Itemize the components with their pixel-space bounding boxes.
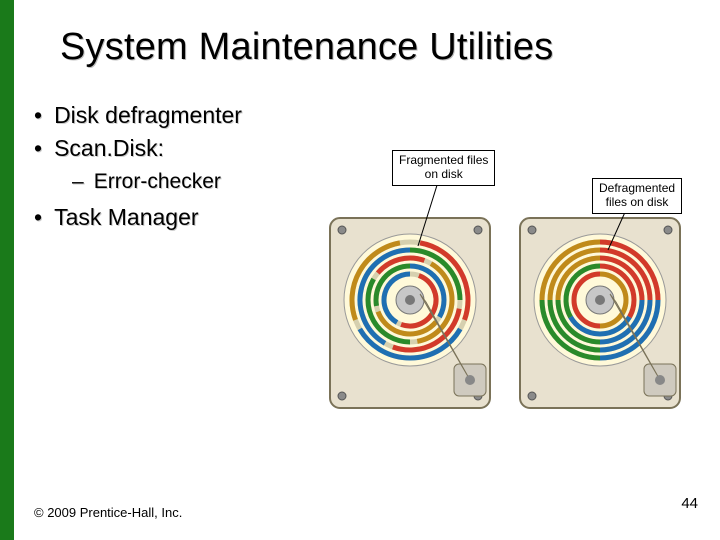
callout-fragmented: Fragmented fileson disk xyxy=(392,150,495,186)
slide-title: System Maintenance Utilities xyxy=(60,26,700,69)
copyright-text: © 2009 Prentice-Hall, Inc. xyxy=(34,505,182,520)
side-stripe xyxy=(0,0,14,540)
bullet-list: Disk defragmenter Scan.Disk: Error-check… xyxy=(34,100,334,235)
slide: System Maintenance Utilities Disk defrag… xyxy=(0,0,720,540)
disk-figure: Fragmented fileson disk Defragmentedfile… xyxy=(310,150,700,430)
bullet-item: Task Manager xyxy=(34,202,334,233)
bullet-subitem: Error-checker xyxy=(72,168,334,196)
callout-defragmented: Defragmentedfiles on disk xyxy=(592,178,682,214)
page-number: 44 xyxy=(681,495,698,512)
bullet-item: Disk defragmenter xyxy=(34,100,334,131)
bullet-item: Scan.Disk: xyxy=(34,133,334,164)
